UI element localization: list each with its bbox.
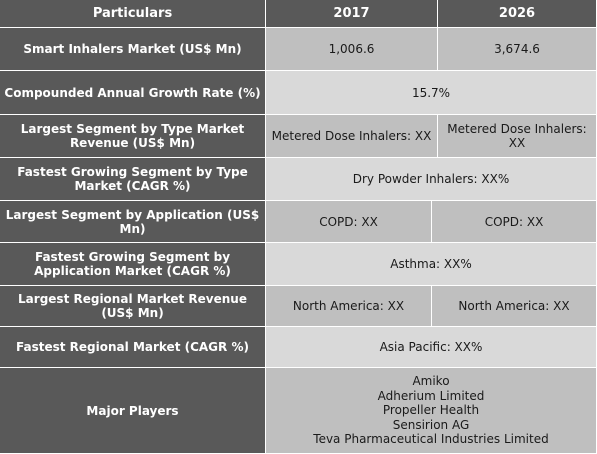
row-label-type-cagr: Fastest Growing Segment by Type Market (… (0, 158, 266, 201)
cell-regional-revenue-2026: North America: XX (432, 286, 597, 327)
cell-major-players: Amiko Adherium Limited Propeller Health … (266, 368, 597, 454)
player-item: Amiko (412, 374, 450, 389)
cell-application-cagr: Asthma: XX% (266, 243, 597, 286)
row-label-regional-revenue: Largest Regional Market Revenue (US$ Mn) (0, 286, 266, 327)
cell-type-revenue-2017: Metered Dose Inhalers: XX (266, 115, 438, 158)
player-item: Sensirion AG (392, 417, 470, 432)
cell-market-2017: 1,006.6 (266, 28, 438, 71)
row-label-type-revenue: Largest Segment by Type Market Revenue (… (0, 115, 266, 158)
cell-type-cagr: Dry Powder Inhalers: XX% (266, 158, 597, 201)
row-label-application-cagr: Fastest Growing Segment by Application M… (0, 243, 266, 286)
cell-regional-cagr: Asia Pacific: XX% (266, 327, 597, 368)
cell-cagr: 15.7% (266, 71, 597, 115)
player-item: Teva Pharmaceutical Industries Limited (313, 432, 549, 447)
header-particulars: Particulars (0, 0, 266, 28)
row-label-major-players: Major Players (0, 368, 266, 454)
row-label-regional-cagr: Fastest Regional Market (CAGR %) (0, 327, 266, 368)
row-label-market: Smart Inhalers Market (US$ Mn) (0, 28, 266, 71)
player-item: Adherium Limited (377, 388, 485, 403)
cell-application-revenue-2026: COPD: XX (432, 201, 597, 243)
cell-application-revenue-2017: COPD: XX (266, 201, 432, 243)
player-item: Propeller Health (382, 403, 480, 418)
row-label-cagr: Compounded Annual Growth Rate (%) (0, 71, 266, 115)
header-2017: 2017 (266, 0, 438, 28)
cell-regional-revenue-2017: North America: XX (266, 286, 432, 327)
row-label-application-revenue: Largest Segment by Application (US$ Mn) (0, 201, 266, 243)
cell-market-2026: 3,674.6 (438, 28, 597, 71)
header-2026: 2026 (438, 0, 597, 28)
cell-type-revenue-2026: Metered Dose Inhalers: XX (438, 115, 597, 158)
